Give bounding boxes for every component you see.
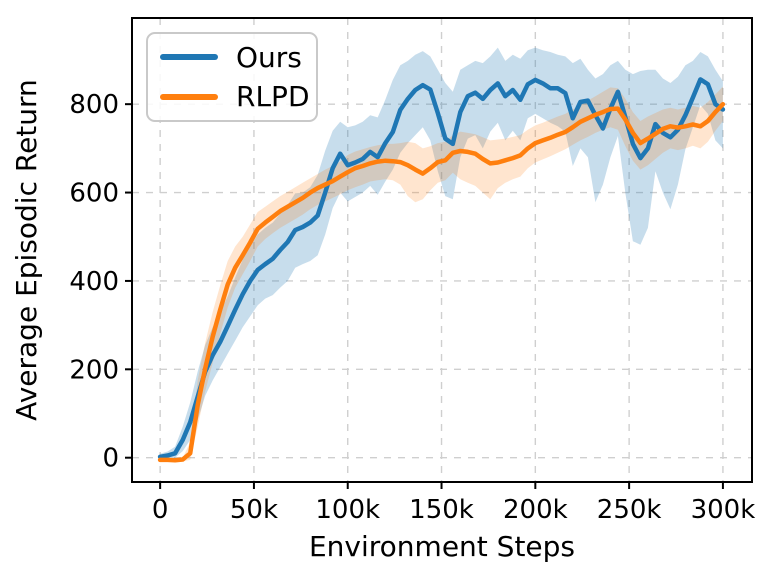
x-tick-label: 300k [691,495,756,525]
legend-item-ours: Ours [160,40,304,74]
x-tick-label: 50k [230,495,278,525]
legend-item-rlpd: RLPD [160,82,310,111]
legend-line-swatch-rlpd [160,93,218,100]
legend-line-swatch-ours [160,54,218,61]
y-axis-label: Average Episodic Return [10,79,43,421]
x-axis-label: Environment Steps [308,530,576,563]
y-tick-label: 400 [69,267,119,297]
y-tick-label: 0 [102,444,119,474]
y-tick-label: 600 [69,179,119,209]
labels-layer: 0 50k 100k 150k 200k 250k 300k 0 200 400 600 800 [69,90,755,525]
series-line-rlpd [157,101,726,463]
x-tick-label: 150k [409,495,474,525]
y-tick-label: 800 [69,90,119,120]
legend-label-rlpd: RLPD [236,80,310,113]
x-tick-label: 100k [315,495,380,525]
y-tick-label: 200 [69,355,119,385]
legend: Ours RLPD [146,32,318,122]
x-tick-label: 200k [503,495,568,525]
x-tick-label: 0 [152,495,169,525]
plot-border [131,17,753,483]
grid-layer [132,18,752,482]
x-tick-label: 250k [597,495,662,525]
legend-label-ours: Ours [236,40,302,74]
lines-layer [157,77,726,463]
axes-layer [125,17,753,489]
